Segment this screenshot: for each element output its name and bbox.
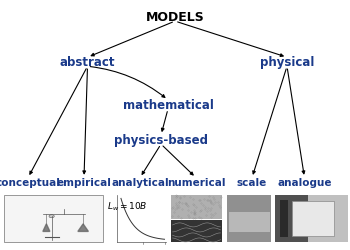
Text: conceptual: conceptual (0, 178, 61, 188)
Text: mathematical: mathematical (122, 98, 214, 112)
Polygon shape (78, 224, 88, 232)
Text: physics-based: physics-based (114, 134, 208, 146)
Text: analytical: analytical (111, 178, 169, 188)
Bar (4, 195, 103, 242)
Text: analogue: analogue (277, 178, 332, 188)
Bar (275, 195, 348, 242)
Text: MODELS: MODELS (146, 11, 204, 24)
Text: abstract: abstract (60, 56, 115, 69)
Bar (227, 195, 271, 242)
Text: scale: scale (237, 178, 267, 188)
Ellipse shape (49, 215, 54, 218)
Bar (292, 201, 334, 236)
Text: physical: physical (260, 56, 314, 69)
Bar (229, 212, 270, 233)
Bar (171, 195, 222, 219)
Text: $L_w = 10B$: $L_w = 10B$ (107, 200, 147, 212)
Bar (171, 220, 222, 242)
Bar (275, 195, 308, 242)
Bar (280, 200, 288, 237)
Polygon shape (43, 224, 50, 232)
Text: empirical: empirical (57, 178, 111, 188)
Text: numerical: numerical (167, 178, 225, 188)
